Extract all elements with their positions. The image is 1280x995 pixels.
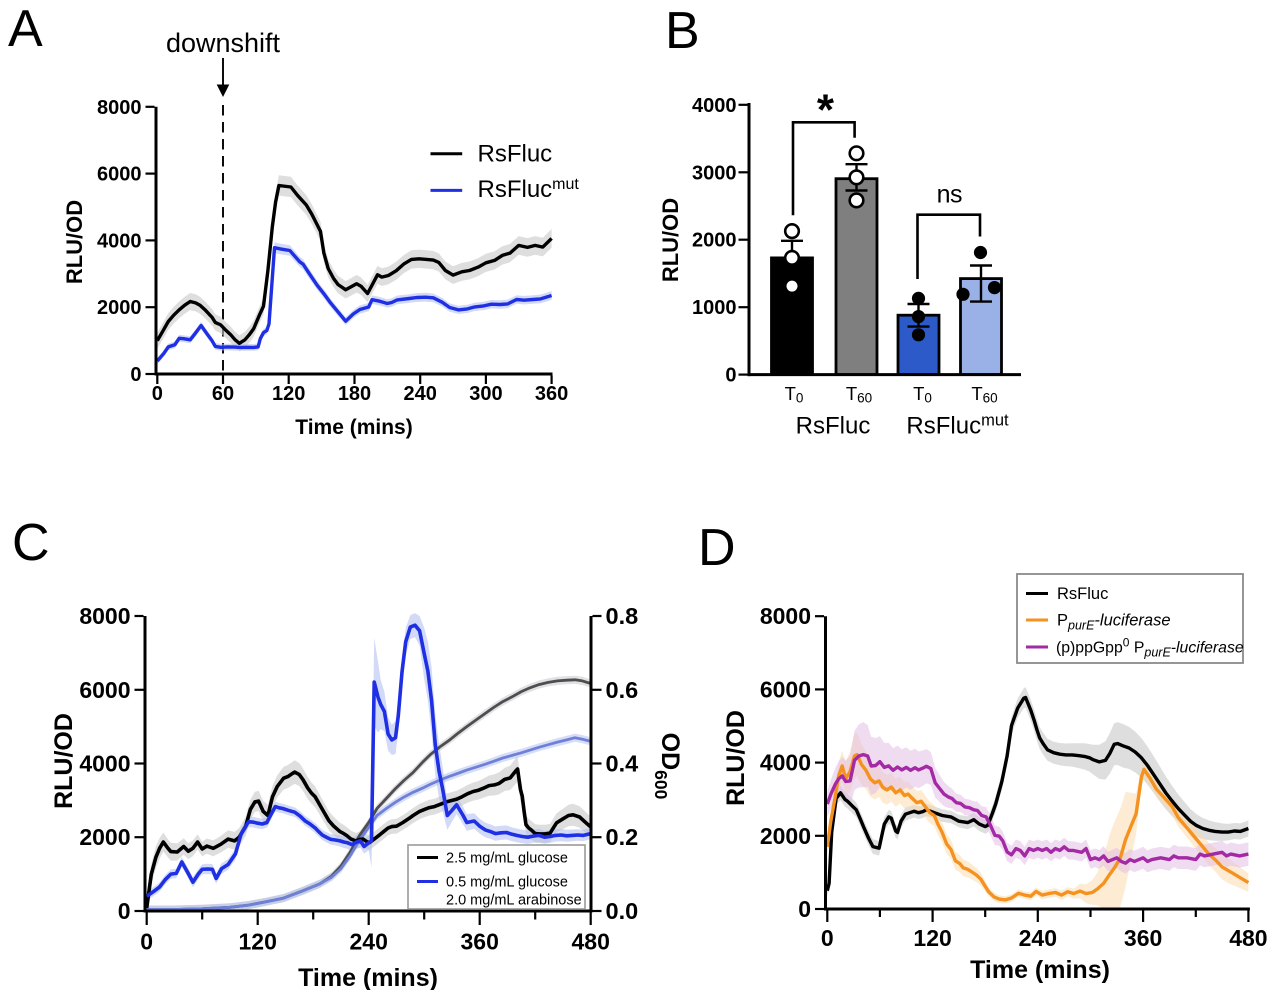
svg-text:RLU/OD: RLU/OD xyxy=(50,713,78,809)
svg-text:0.2: 0.2 xyxy=(606,824,639,850)
svg-text:8000: 8000 xyxy=(760,603,811,629)
svg-text:0: 0 xyxy=(152,383,163,405)
svg-text:120: 120 xyxy=(913,925,951,951)
svg-text:4000: 4000 xyxy=(760,750,811,776)
svg-text:1000: 1000 xyxy=(692,297,737,319)
svg-text:2.5 mg/mL glucose: 2.5 mg/mL glucose xyxy=(446,851,568,867)
svg-text:2000: 2000 xyxy=(760,823,811,849)
svg-text:300: 300 xyxy=(469,383,502,405)
svg-text:120: 120 xyxy=(239,929,277,955)
svg-text:6000: 6000 xyxy=(760,676,811,702)
svg-text:240: 240 xyxy=(350,929,388,955)
svg-text:480: 480 xyxy=(1229,925,1267,951)
svg-text:RsFluc: RsFluc xyxy=(796,413,871,440)
svg-text:180: 180 xyxy=(338,383,371,405)
svg-text:60: 60 xyxy=(212,383,234,405)
svg-text:2000: 2000 xyxy=(97,297,142,319)
svg-text:4000: 4000 xyxy=(79,751,130,777)
svg-text:RLU/OD: RLU/OD xyxy=(722,710,750,806)
svg-text:0.5 mg/mL glucose: 0.5 mg/mL glucose xyxy=(446,875,568,891)
svg-text:4000: 4000 xyxy=(97,230,142,252)
svg-text:(p)ppGpp0 PpurE-luciferase: (p)ppGpp0 PpurE-luciferase xyxy=(1056,636,1244,660)
svg-text:0.0: 0.0 xyxy=(606,898,639,924)
svg-text:6000: 6000 xyxy=(97,164,142,186)
svg-text:8000: 8000 xyxy=(79,603,130,629)
svg-text:0: 0 xyxy=(798,896,811,922)
svg-text:0: 0 xyxy=(130,364,141,386)
svg-text:240: 240 xyxy=(404,383,437,405)
svg-text:360: 360 xyxy=(535,383,568,405)
svg-text:D: D xyxy=(698,519,736,577)
svg-text:4000: 4000 xyxy=(692,95,737,117)
svg-text:0: 0 xyxy=(118,898,131,924)
svg-text:0: 0 xyxy=(821,925,834,951)
svg-text:240: 240 xyxy=(1019,925,1057,951)
svg-text:2000: 2000 xyxy=(79,824,130,850)
svg-text:*: * xyxy=(817,86,835,135)
svg-text:ns: ns xyxy=(937,181,962,209)
svg-text:RsFluc: RsFluc xyxy=(1057,585,1108,603)
svg-text:360: 360 xyxy=(461,929,499,955)
svg-text:A: A xyxy=(8,0,43,58)
svg-text:0: 0 xyxy=(725,365,736,387)
svg-text:downshift: downshift xyxy=(166,28,281,58)
svg-text:8000: 8000 xyxy=(97,97,142,119)
svg-text:0.8: 0.8 xyxy=(606,603,639,629)
svg-text:2000: 2000 xyxy=(692,230,737,252)
svg-text:RLU/OD: RLU/OD xyxy=(62,200,87,284)
svg-text:480: 480 xyxy=(572,929,610,955)
svg-text:2.0 mg/mL arabinose: 2.0 mg/mL arabinose xyxy=(446,893,582,909)
svg-text:0.6: 0.6 xyxy=(606,677,639,703)
svg-text:6000: 6000 xyxy=(79,677,130,703)
svg-text:B: B xyxy=(665,2,700,60)
svg-text:Time (mins): Time (mins) xyxy=(295,416,412,439)
svg-text:120: 120 xyxy=(272,383,305,405)
svg-text:Time (mins): Time (mins) xyxy=(970,956,1110,984)
svg-text:Time (mins): Time (mins) xyxy=(298,964,438,990)
svg-text:360: 360 xyxy=(1124,925,1162,951)
svg-text:0.4: 0.4 xyxy=(606,751,639,777)
svg-text:0: 0 xyxy=(140,929,153,955)
svg-text:3000: 3000 xyxy=(692,162,737,184)
svg-text:RsFluc: RsFluc xyxy=(478,141,553,168)
svg-text:C: C xyxy=(12,514,50,572)
svg-text:RLU/OD: RLU/OD xyxy=(658,198,683,282)
